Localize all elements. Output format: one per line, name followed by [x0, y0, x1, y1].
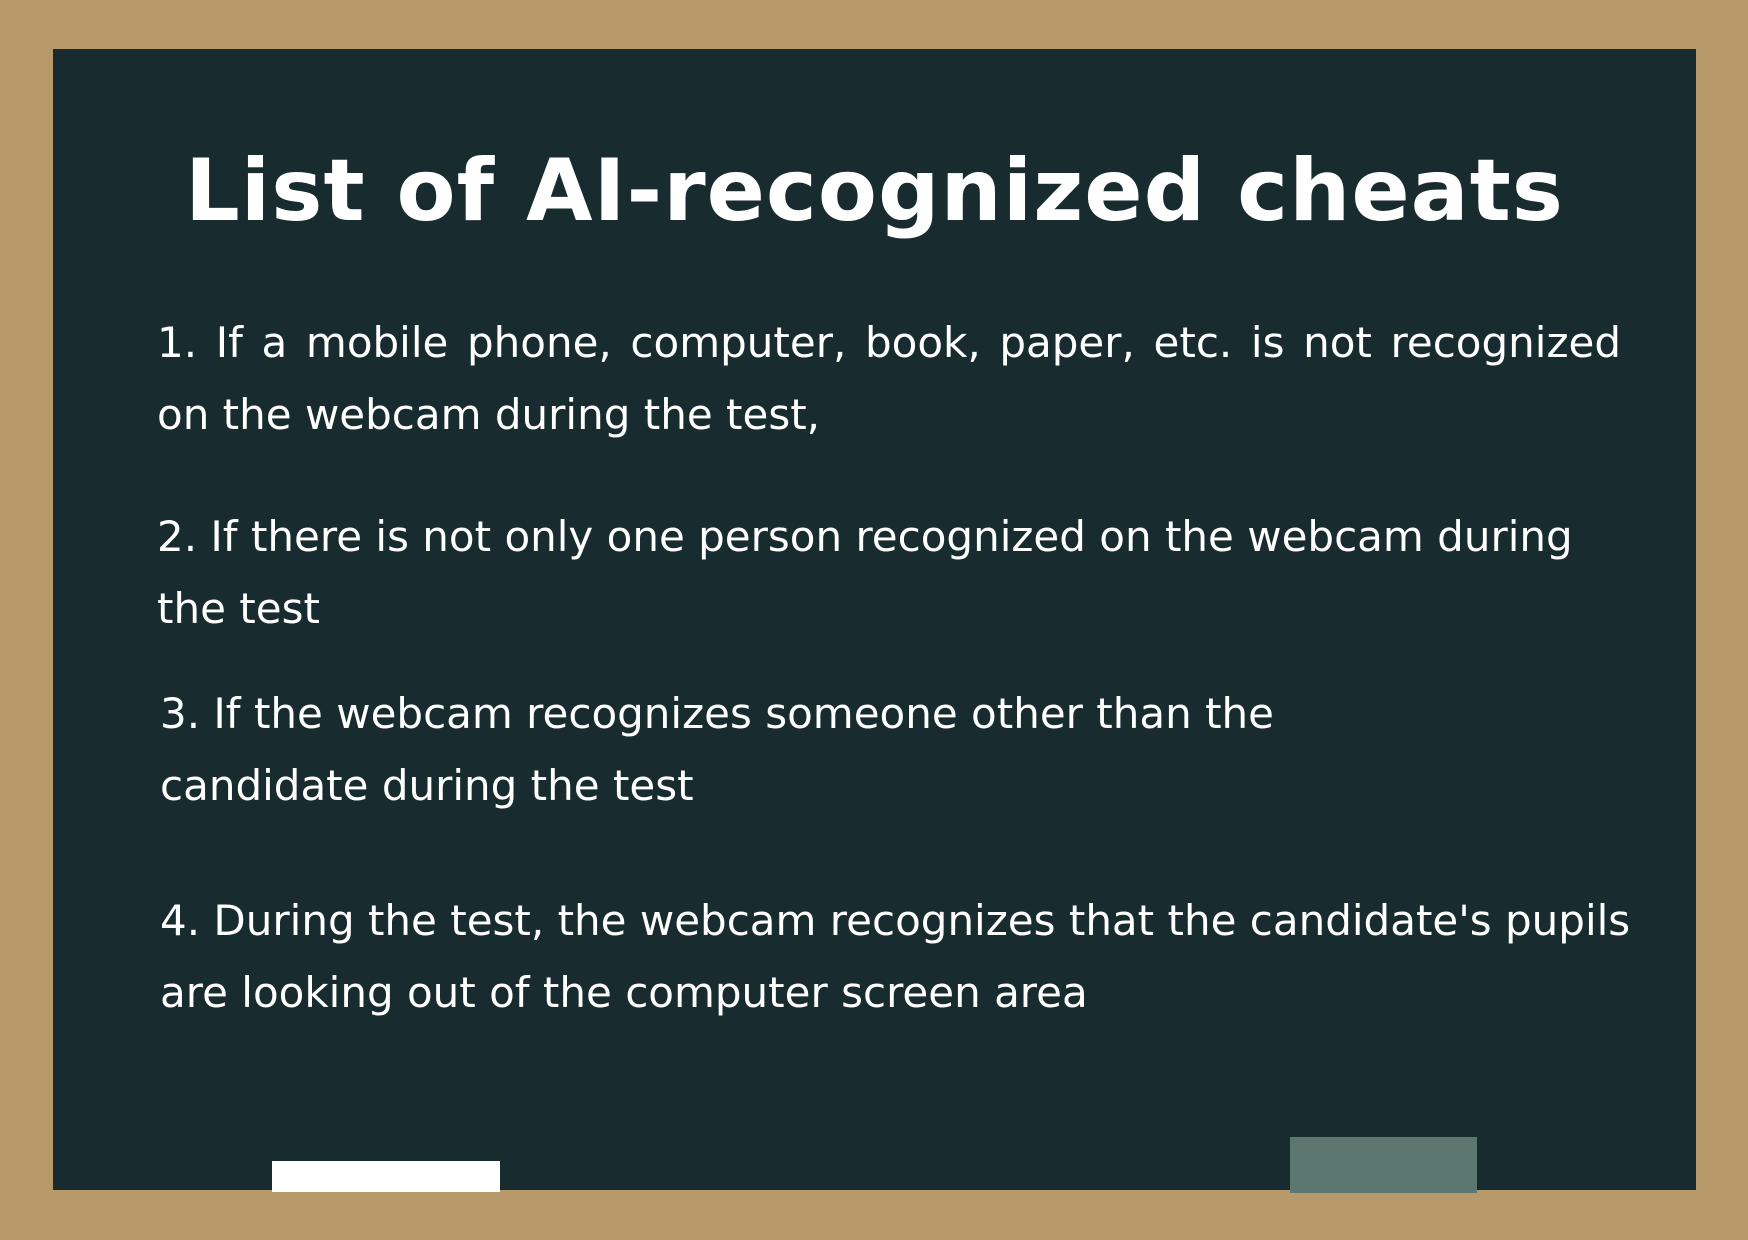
chalkboard: List of AI-recognized cheats 1. If a mob… — [53, 49, 1696, 1190]
board-title: List of AI-recognized cheats — [184, 141, 1564, 241]
list-item-2: 2. If there is not only one person recog… — [157, 512, 1573, 633]
chalk-icon — [272, 1161, 500, 1192]
eraser-icon — [1290, 1137, 1477, 1193]
list-item-1: 1. If a mobile phone, computer, book, pa… — [157, 318, 1621, 439]
list-item-3: 3. If the webcam recognizes someone othe… — [160, 689, 1275, 810]
list-item-4: 4. During the test, the webcam recognize… — [160, 896, 1631, 1017]
